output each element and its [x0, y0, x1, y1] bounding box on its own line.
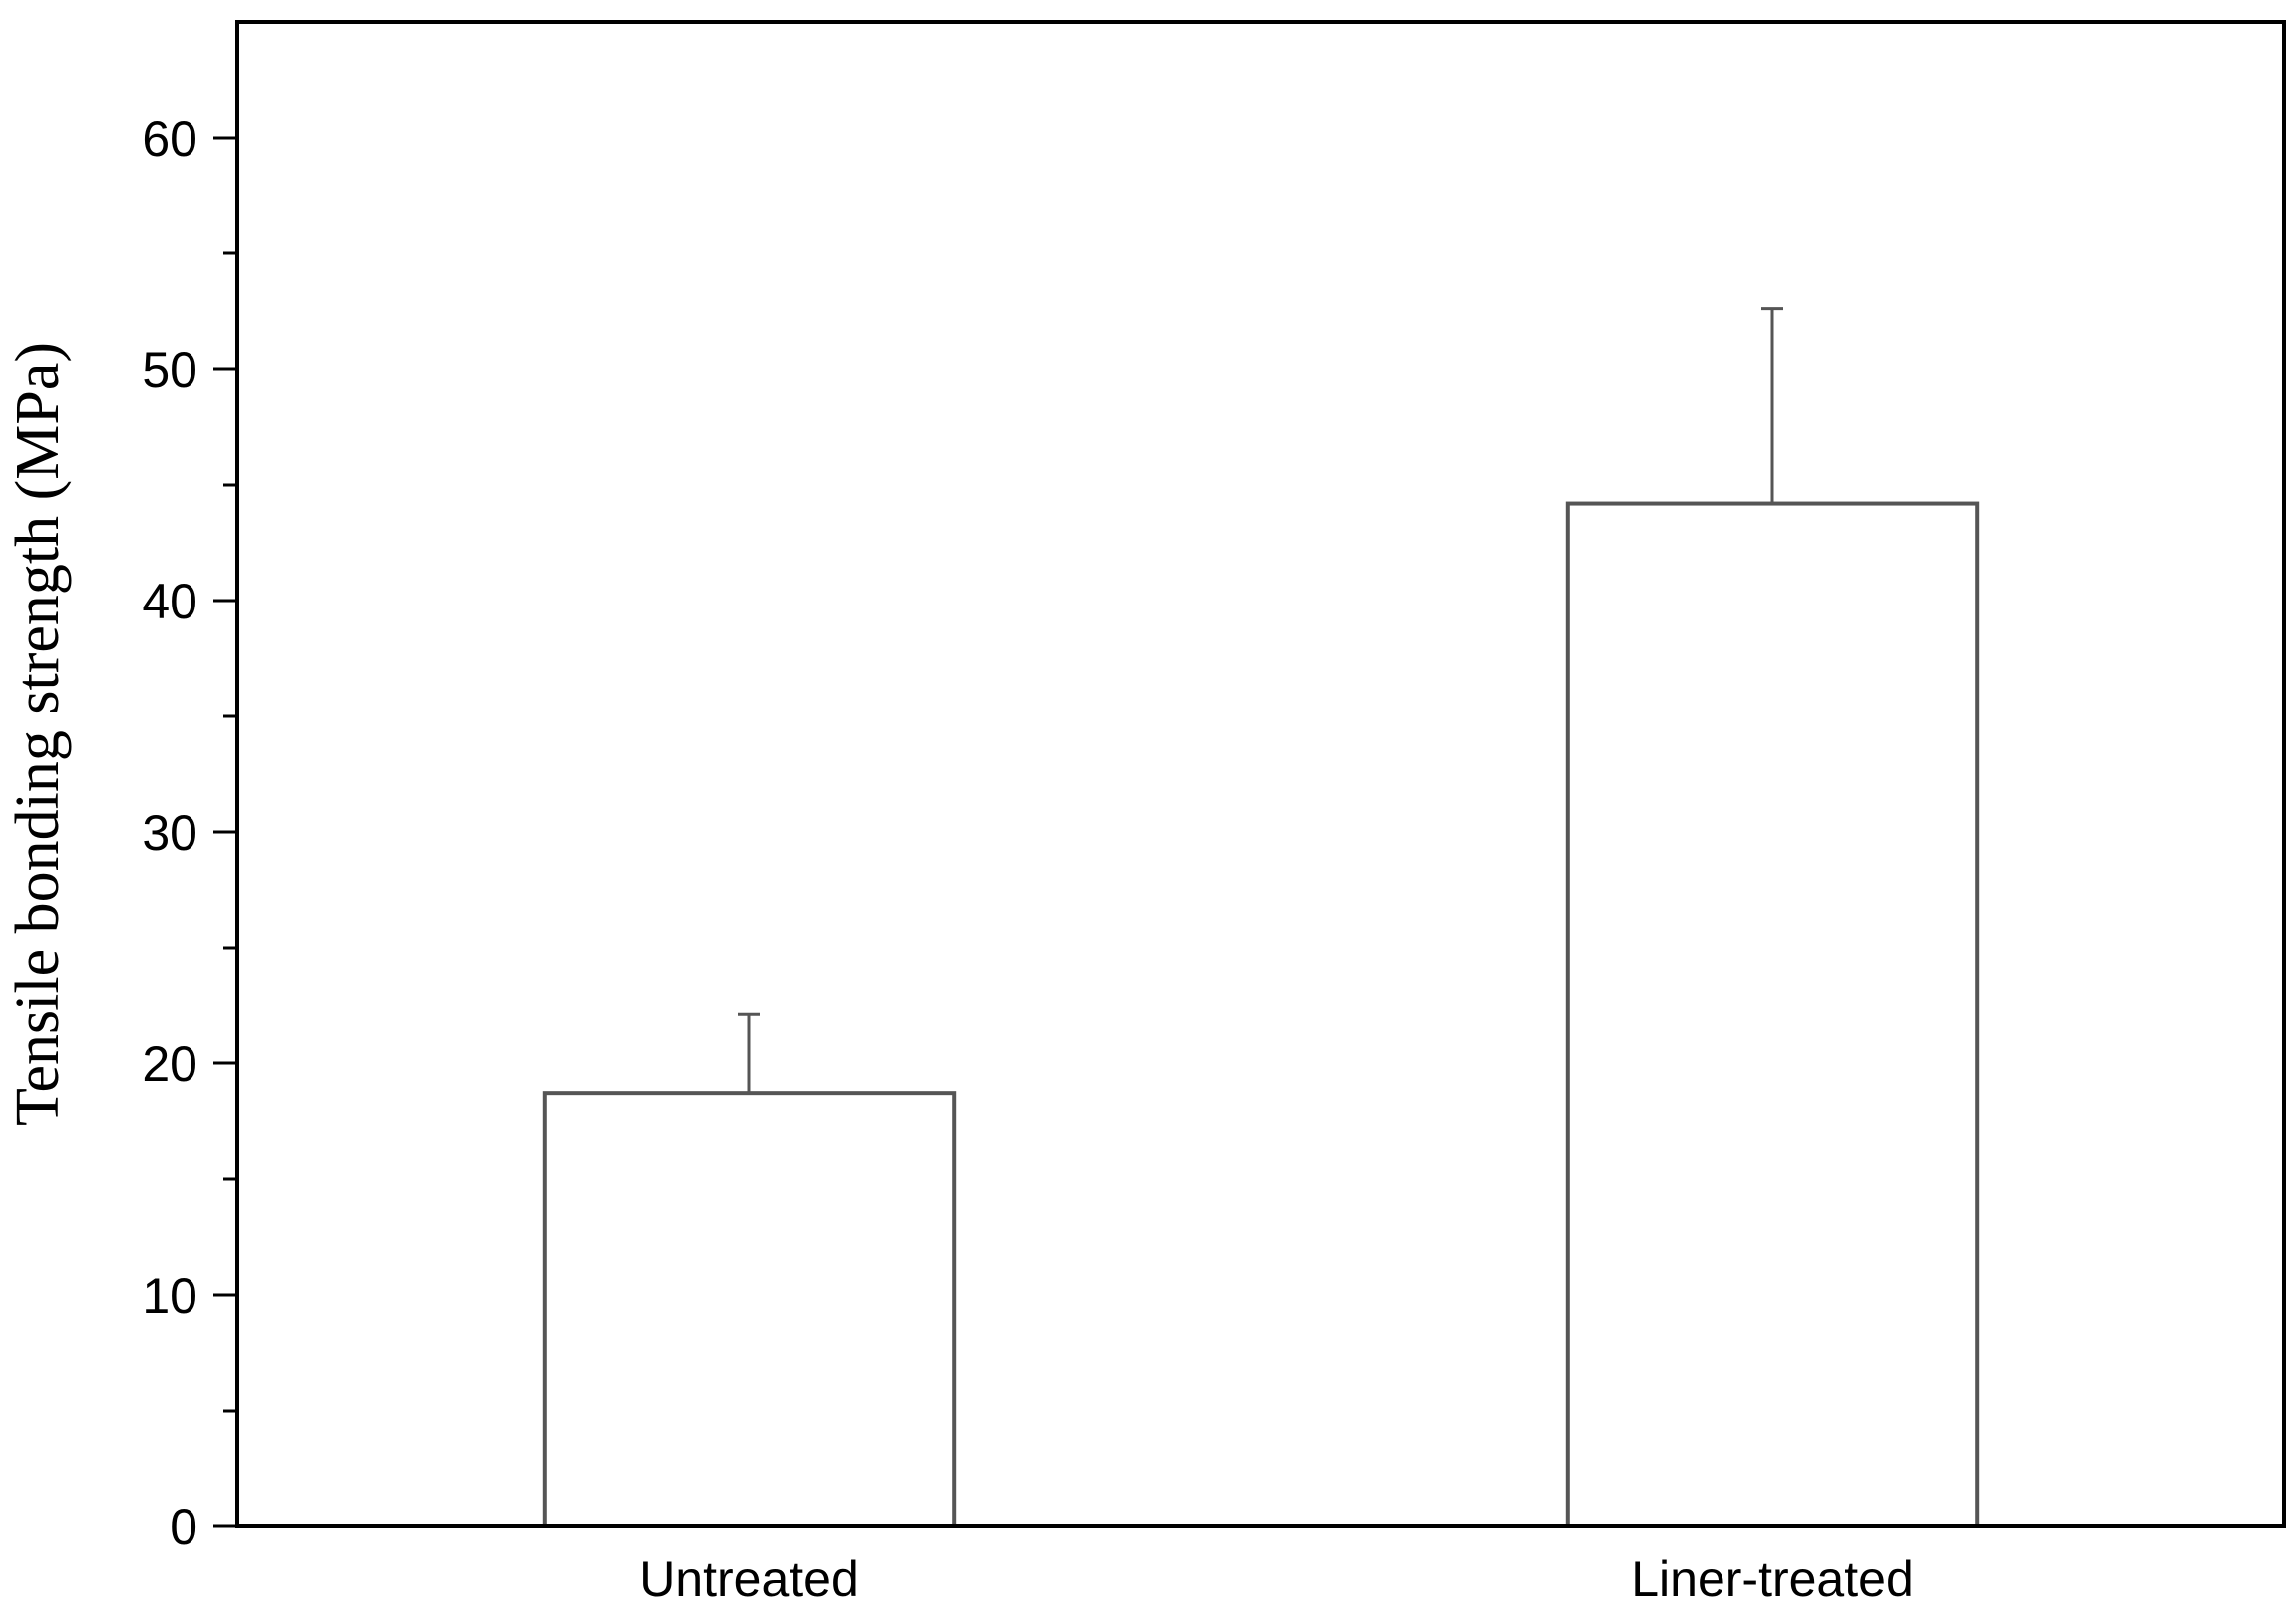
y-tick-label: 0 — [170, 1499, 197, 1555]
y-tick-label: 20 — [142, 1036, 197, 1092]
y-tick-label: 30 — [142, 805, 197, 861]
y-tick-label: 60 — [142, 111, 197, 167]
x-tick-label: Liner-treated — [1631, 1551, 1914, 1607]
error-bars-group — [738, 307, 1783, 1094]
y-axis-ticks: 0 10 20 30 40 50 60 — [142, 111, 237, 1555]
y-tick-label: 50 — [142, 342, 197, 398]
x-tick-label: Untreated — [639, 1551, 859, 1607]
y-tick-label: 40 — [142, 574, 197, 629]
bar — [542, 1091, 957, 1529]
bars-group — [542, 501, 1980, 1529]
y-tick-label: 10 — [142, 1268, 197, 1324]
bar — [1565, 501, 1980, 1528]
x-axis-tick-labels: Untreated Liner-treated — [639, 1551, 1914, 1607]
y-axis-label: Tensile bonding strength (MPa) — [4, 342, 72, 1126]
plot-frame — [235, 20, 2286, 1528]
